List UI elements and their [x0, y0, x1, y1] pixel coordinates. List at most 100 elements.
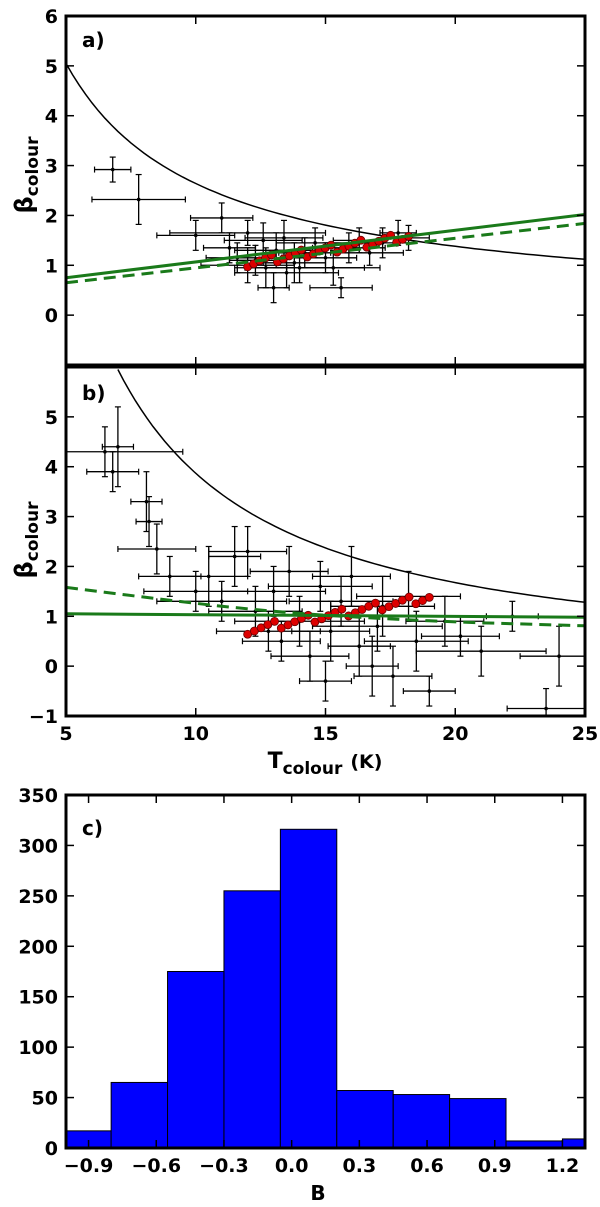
panel-b-point-marker [370, 664, 375, 668]
panel-b-data-point [506, 687, 585, 716]
panel-b-data-point [208, 525, 262, 587]
panel-b-point-marker [206, 574, 211, 579]
panel-b-data-point [267, 560, 373, 612]
panel-b-fit-dashed [66, 585, 585, 628]
panel-a-ytick-label: 3 [45, 156, 58, 178]
panel-b-data-point [311, 600, 443, 652]
panel-b-point-marker [266, 629, 271, 634]
panel-b-ytick-label: 3 [45, 507, 58, 529]
panel-a-ytick-label: 5 [45, 56, 58, 78]
panel-a-point-marker [323, 256, 328, 260]
panel-a-marks [66, 63, 585, 304]
panel-c-bar [336, 1090, 394, 1149]
panel-a-point-marker [110, 167, 115, 172]
panel-a-fit-solid [66, 212, 585, 280]
panel-a-ytick-label: 1 [45, 255, 58, 277]
panel-c-bar [110, 1081, 169, 1149]
panel-a-data-point [189, 202, 254, 234]
panel-b-point-marker [271, 589, 276, 594]
panel-a-point-marker [282, 236, 286, 240]
panel-b-binned-point [270, 616, 279, 626]
panel-b-data-point [311, 545, 391, 607]
panel-c-bar [392, 1094, 451, 1149]
panel-b-point-marker [232, 554, 237, 559]
panel-c-ytick-label: 350 [18, 785, 58, 807]
panel-c-ytick-label: 150 [18, 987, 58, 1009]
panel-b-data-point [249, 545, 329, 597]
panel-c-ytick-label: 0 [45, 1138, 58, 1160]
panel-c-xtick-label: 0.6 [410, 1155, 444, 1177]
panel-a-ylabel: βcolour [10, 136, 43, 214]
panel-c-bars [65, 828, 586, 1149]
panel-b-point-marker [328, 629, 333, 634]
panel-c-ytick-label: 50 [32, 1088, 58, 1110]
panel-b-ytick-label: 2 [45, 556, 58, 578]
panel-b-point-marker [110, 469, 115, 474]
svg-text:βcolour: βcolour [10, 136, 43, 214]
panel-b-ytick-label: −1 [29, 706, 58, 728]
panel-b-data-point [420, 615, 500, 657]
panel-b-point-marker [193, 589, 198, 594]
panel-b-data-point [298, 660, 353, 702]
panel-b-point-marker [357, 644, 362, 648]
panel-b-xlabel-symbol: T [268, 749, 283, 774]
panel-b-point-marker [279, 639, 284, 644]
panel-b-data-point [117, 523, 197, 575]
svg-text:βcolour: βcolour [10, 501, 43, 579]
panel-a-data-point [244, 219, 324, 256]
panel-b-data-point [345, 635, 399, 697]
panel-b-point-marker [414, 639, 419, 644]
panel-c-xtick-label: −0.9 [64, 1155, 114, 1177]
panel-a-point-marker [193, 233, 198, 238]
panel-c-bar [167, 971, 225, 1149]
panel-a-label: a) [82, 28, 105, 52]
panel-b-data-point [415, 625, 547, 677]
panel-a-point-marker [339, 285, 343, 290]
panel-c-frame [64, 793, 587, 1150]
panel-c-xtick-label: −0.3 [199, 1155, 249, 1177]
panel-a-point-marker [367, 251, 372, 255]
panel-b-xlabel: Tcolour (K) [268, 749, 383, 779]
panel-b-data-point [86, 451, 140, 493]
panel-b-binned-point [371, 598, 380, 608]
panel-a-ticks: 0 1 2 3 4 5 6 [45, 6, 586, 365]
panel-b-point-marker [375, 624, 380, 629]
panel-a-fit-dashed [66, 221, 585, 285]
panel-a-point-marker [219, 216, 224, 220]
panel-c-ytick-label: 200 [18, 936, 58, 958]
panel-b-data-point [270, 630, 350, 682]
panel-b-ytick-label: 4 [45, 457, 58, 479]
panel-b-point-marker [318, 584, 323, 589]
panel-a-frame [64, 14, 587, 367]
panel-b-xlabel-unit: (K) [350, 751, 382, 773]
panel-b-data-point [208, 525, 288, 578]
panel-c-xtick-label: −0.6 [131, 1155, 181, 1177]
panel-b-xtick-label: 10 [183, 723, 209, 745]
panel-b-point-marker [391, 674, 395, 678]
panel-a-ylabel-sub: colour [23, 136, 43, 196]
panel-a-point-marker [271, 285, 276, 290]
panel-b-data-point [402, 675, 456, 707]
panel-c-ytick-label: 250 [18, 886, 58, 908]
panel-b-plot-area [66, 369, 585, 716]
panel-c-ytick-label: 300 [18, 835, 58, 857]
panel-a-point-marker [297, 265, 302, 270]
panel-a-ytick-label: 2 [45, 205, 58, 227]
panel-a-ytick-label: 4 [45, 106, 58, 128]
panel-b-data-point [101, 406, 135, 488]
panel-c-xtick-label: 1.2 [546, 1155, 580, 1177]
panel-b-point-marker [155, 547, 159, 551]
panel-b-point-marker [557, 654, 561, 658]
panel-b-data-point [66, 426, 184, 478]
panel-b-xtick-label: 20 [442, 723, 468, 745]
panel-a-data-point [309, 277, 373, 299]
panel-a-ytick-label: 6 [45, 6, 58, 28]
panel-b-ticks: −1 0 1 2 3 4 5 5 10 15 20 25 [29, 367, 598, 745]
panel-c-ytick-label: 100 [18, 1037, 58, 1059]
panel-b-ylabel: βcolour [10, 501, 43, 579]
panel-a-data-point [156, 219, 236, 251]
panel-a-point-marker [136, 197, 141, 202]
panel-b-binned-point [404, 592, 414, 602]
panel-b-point-marker [144, 499, 149, 504]
